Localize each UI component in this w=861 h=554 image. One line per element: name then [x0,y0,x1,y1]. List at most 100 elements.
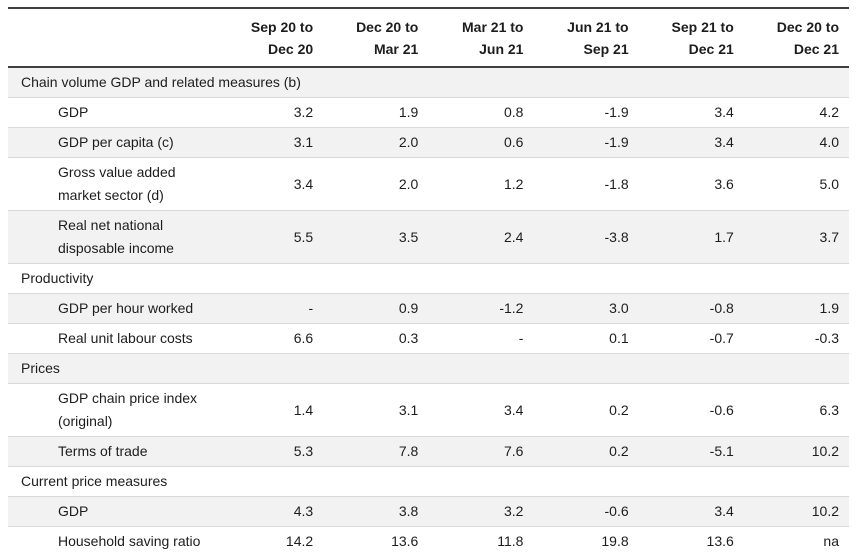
table-row: Household saving ratio 14.2 13.6 11.8 19… [8,526,849,554]
value-cell: 10.2 [743,436,849,467]
table-row: Terms of trade 5.3 7.8 7.6 0.2 -5.1 10.2 [8,436,849,467]
section-row: Current price measures [8,466,849,497]
value-cell: 0.1 [533,323,639,354]
value-cell: 0.3 [323,323,429,354]
row-label: Terms of trade [8,436,218,467]
value-cell: - [428,323,534,354]
value-cell: -1.2 [428,293,534,324]
value-cell: 5.5 [218,210,324,264]
table-body: Chain volume GDP and related measures (b… [8,67,849,554]
column-header: Dec 20 to Dec 21 [743,8,849,68]
table-row: Real unit labour costs 6.6 0.3 - 0.1 -0.… [8,323,849,354]
value-cell: -1.9 [533,97,639,128]
value-cell: 5.3 [218,436,324,467]
section-label: Prices [8,353,849,384]
section-row: Chain volume GDP and related measures (b… [8,67,849,98]
value-cell: 0.8 [428,97,534,128]
value-cell: -5.1 [638,436,744,467]
value-cell: 0.2 [533,383,639,437]
value-cell: 1.9 [743,293,849,324]
value-cell: 3.4 [638,97,744,128]
row-label: GDP [8,496,218,527]
value-cell: 19.8 [533,526,639,554]
column-header: Sep 21 to Dec 21 [638,8,744,68]
value-cell: -0.6 [533,496,639,527]
value-cell: 7.8 [323,436,429,467]
value-cell: 3.4 [428,383,534,437]
row-label: GDP chain price index (original) [8,383,218,437]
column-header: Sep 20 to Dec 20 [218,8,324,68]
value-cell: 3.5 [323,210,429,264]
value-cell: 2.0 [323,157,429,211]
table-header: Sep 20 to Dec 20 Dec 20 to Mar 21 Mar 21… [8,8,849,68]
table-row: GDP per capita (c) 3.1 2.0 0.6 -1.9 3.4 … [8,127,849,158]
header-corner-cell [8,8,218,68]
section-row: Prices [8,353,849,384]
value-cell: -3.8 [533,210,639,264]
column-header: Mar 21 to Jun 21 [428,8,534,68]
value-cell: -0.7 [638,323,744,354]
row-label: GDP per capita (c) [8,127,218,158]
value-cell: na [743,526,849,554]
table-row: Real net national disposable income 5.5 … [8,210,849,264]
value-cell: 3.0 [533,293,639,324]
value-cell: 13.6 [638,526,744,554]
section-label: Current price measures [8,466,849,497]
value-cell: 3.2 [428,496,534,527]
value-cell: 3.1 [218,127,324,158]
value-cell: 1.9 [323,97,429,128]
row-label: GDP per hour worked [8,293,218,324]
value-cell: 10.2 [743,496,849,527]
value-cell: 6.6 [218,323,324,354]
value-cell: 4.0 [743,127,849,158]
table-row: GDP 4.3 3.8 3.2 -0.6 3.4 10.2 [8,496,849,527]
table-row: GDP chain price index (original) 1.4 3.1… [8,383,849,437]
economic-indicators-table: Sep 20 to Dec 20 Dec 20 to Mar 21 Mar 21… [8,7,849,554]
value-cell: 4.3 [218,496,324,527]
value-cell: 7.6 [428,436,534,467]
section-label: Productivity [8,263,849,294]
value-cell: 3.4 [638,127,744,158]
table-row: GDP 3.2 1.9 0.8 -1.9 3.4 4.2 [8,97,849,128]
value-cell: - [218,293,324,324]
table-row: GDP per hour worked - 0.9 -1.2 3.0 -0.8 … [8,293,849,324]
value-cell: 3.1 [323,383,429,437]
value-cell: 1.2 [428,157,534,211]
value-cell: 1.4 [218,383,324,437]
section-row: Productivity [8,263,849,294]
row-label: GDP [8,97,218,128]
value-cell: 2.0 [323,127,429,158]
value-cell: 11.8 [428,526,534,554]
value-cell: 4.2 [743,97,849,128]
row-label: Real net national disposable income [8,210,218,264]
value-cell: 3.2 [218,97,324,128]
value-cell: 0.9 [323,293,429,324]
value-cell: 1.7 [638,210,744,264]
table-container: Sep 20 to Dec 20 Dec 20 to Mar 21 Mar 21… [8,7,849,554]
table-row: Gross value added market sector (d) 3.4 … [8,157,849,211]
value-cell: 0.6 [428,127,534,158]
value-cell: 3.8 [323,496,429,527]
value-cell: 3.4 [218,157,324,211]
value-cell: 2.4 [428,210,534,264]
value-cell: 3.4 [638,496,744,527]
row-label: Gross value added market sector (d) [8,157,218,211]
value-cell: 3.7 [743,210,849,264]
column-header: Dec 20 to Mar 21 [323,8,429,68]
column-header: Jun 21 to Sep 21 [533,8,639,68]
section-label: Chain volume GDP and related measures (b… [8,67,849,98]
value-cell: -0.6 [638,383,744,437]
value-cell: 3.6 [638,157,744,211]
value-cell: 6.3 [743,383,849,437]
value-cell: 13.6 [323,526,429,554]
value-cell: -0.3 [743,323,849,354]
value-cell: 0.2 [533,436,639,467]
value-cell: -1.8 [533,157,639,211]
row-label: Real unit labour costs [8,323,218,354]
header-row: Sep 20 to Dec 20 Dec 20 to Mar 21 Mar 21… [8,8,849,68]
value-cell: -0.8 [638,293,744,324]
row-label: Household saving ratio [8,526,218,554]
value-cell: -1.9 [533,127,639,158]
value-cell: 14.2 [218,526,324,554]
